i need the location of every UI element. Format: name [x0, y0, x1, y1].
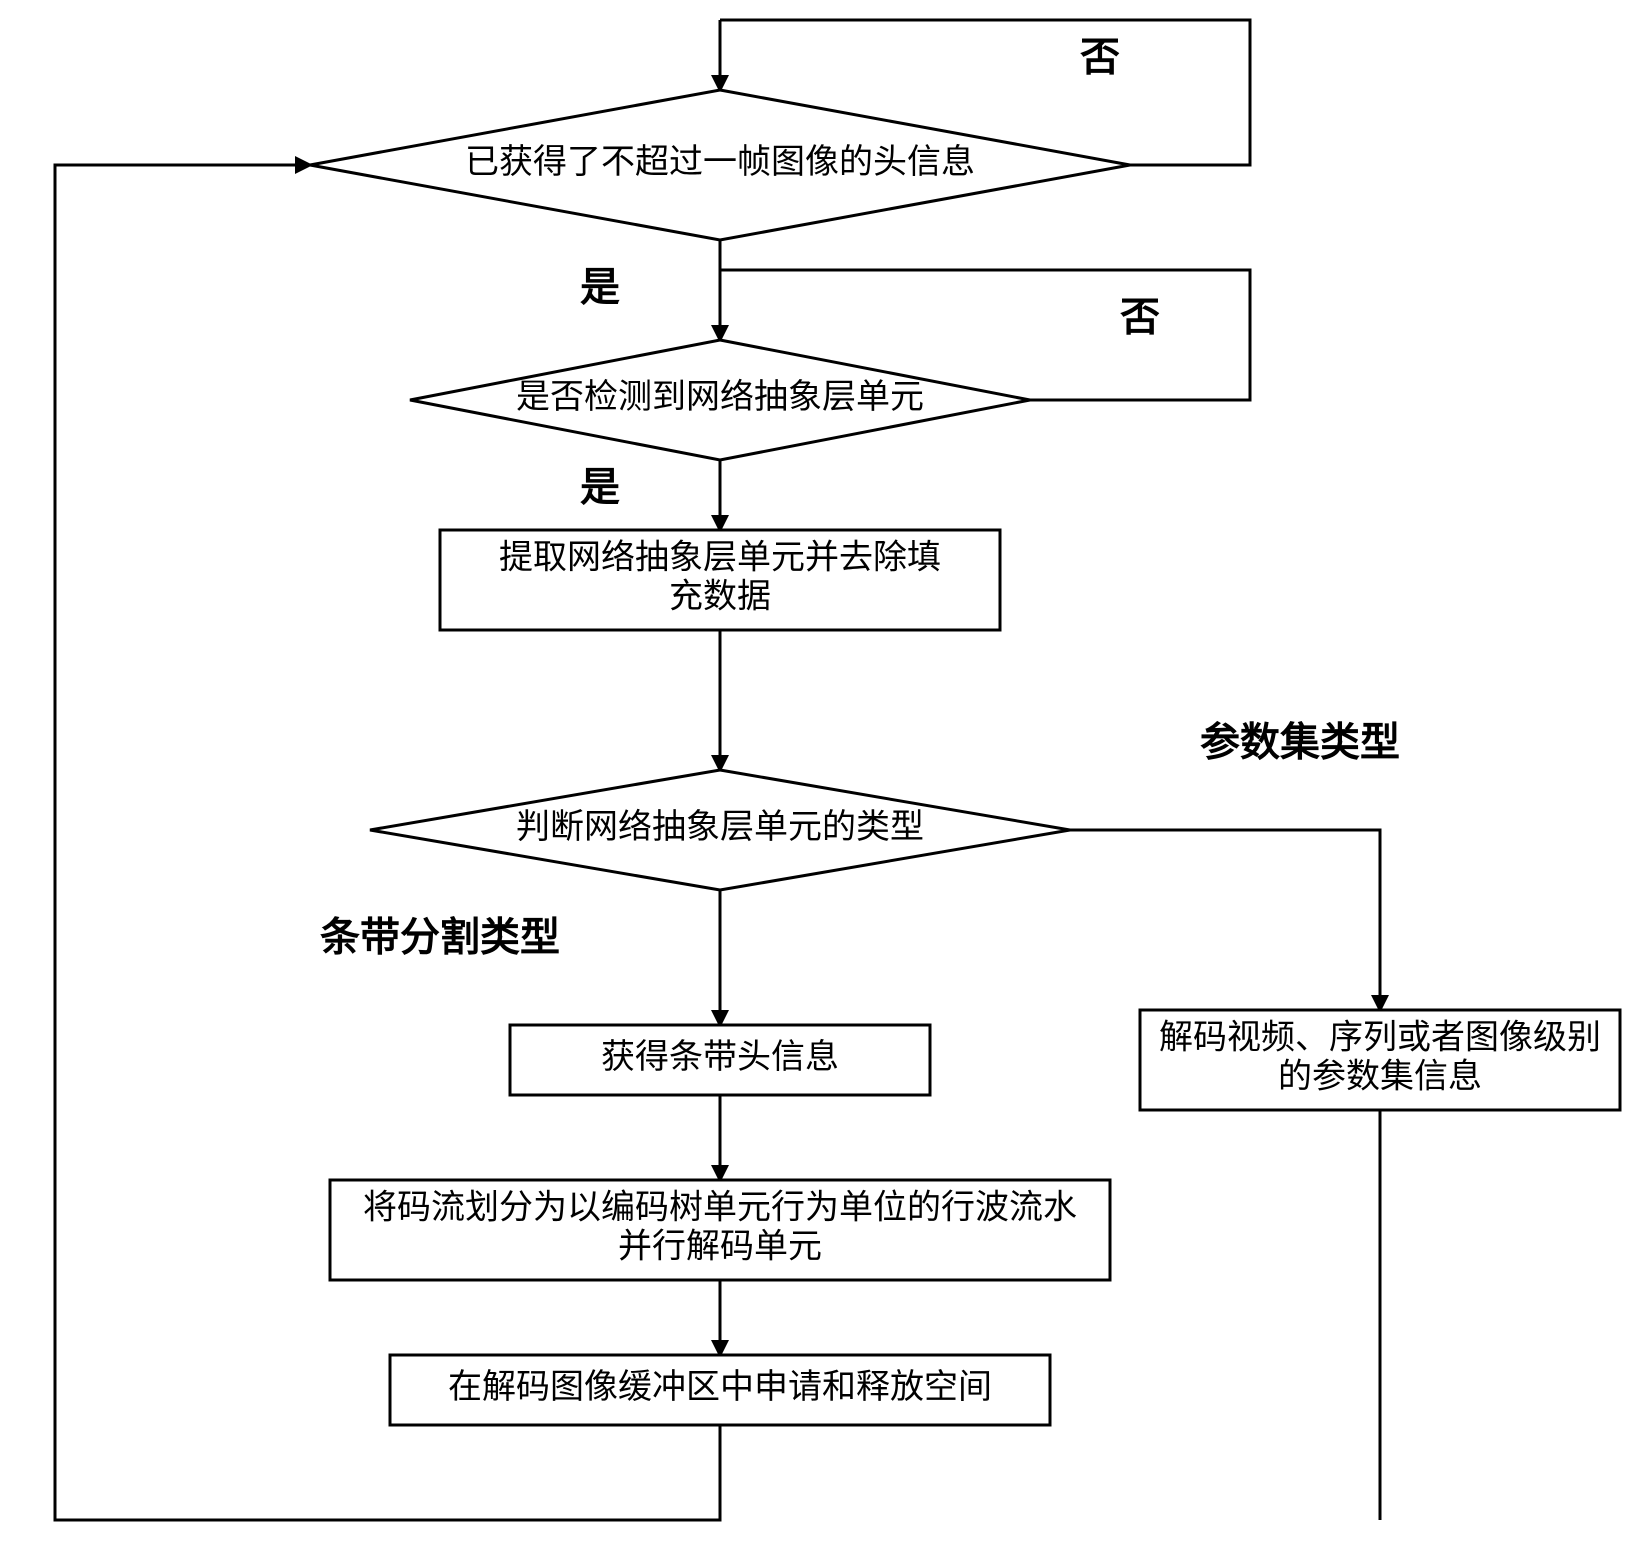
node-d1: 已获得了不超过一帧图像的头信息: [310, 90, 1130, 240]
node-text-d2: 是否检测到网络抽象层单元: [516, 378, 924, 416]
label-l_no2: 否: [1120, 296, 1160, 340]
node-d2: 是否检测到网络抽象层单元: [410, 340, 1030, 460]
node-r3: 解码视频、序列或者图像级别的参数集信息: [1140, 1010, 1620, 1110]
node-text-r5: 在解码图像缓冲区中申请和释放空间: [448, 1368, 992, 1406]
label-l_strip: 条带分割类型: [320, 916, 560, 960]
node-r1: 提取网络抽象层单元并去除填充数据: [440, 530, 1000, 630]
label-l_no1: 否: [1080, 36, 1120, 80]
node-text-r2: 获得条带头信息: [601, 1038, 839, 1076]
nodes-layer: 已获得了不超过一帧图像的头信息是否检测到网络抽象层单元提取网络抽象层单元并去除填…: [310, 90, 1620, 1425]
label-l_param: 参数集类型: [1200, 721, 1400, 765]
node-r2: 获得条带头信息: [510, 1025, 930, 1095]
node-r5: 在解码图像缓冲区中申请和释放空间: [390, 1355, 1050, 1425]
node-text-d3: 判断网络抽象层单元的类型: [516, 808, 924, 846]
label-l_yes2: 是: [580, 466, 620, 510]
node-r4: 将码流划分为以编码树单元行为单位的行波流水并行解码单元: [330, 1180, 1110, 1280]
edge-e_d3_r3: [1070, 830, 1380, 1010]
node-d3: 判断网络抽象层单元的类型: [370, 770, 1070, 890]
node-text-d1: 已获得了不超过一帧图像的头信息: [465, 143, 975, 181]
label-l_yes1: 是: [580, 266, 620, 310]
